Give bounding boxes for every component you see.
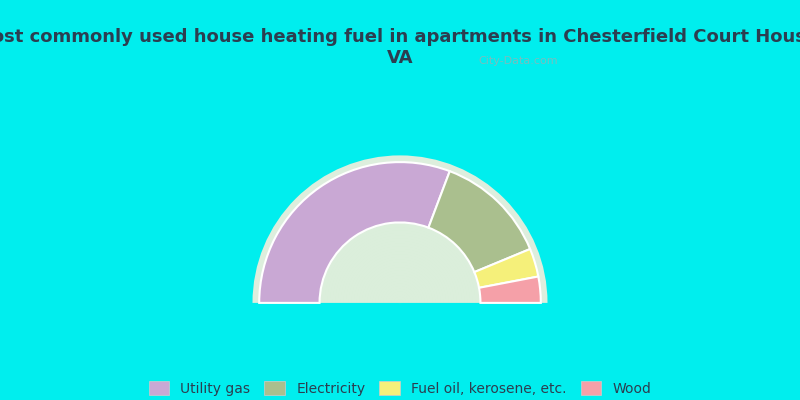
Legend: Utility gas, Electricity, Fuel oil, kerosene, etc., Wood: Utility gas, Electricity, Fuel oil, kero… — [143, 375, 657, 400]
Wedge shape — [259, 162, 450, 303]
Text: Most commonly used house heating fuel in apartments in Chesterfield Court House,: Most commonly used house heating fuel in… — [0, 28, 800, 67]
Wedge shape — [474, 249, 538, 288]
Wedge shape — [479, 276, 541, 303]
Wedge shape — [253, 155, 547, 303]
Text: City-Data.com: City-Data.com — [478, 56, 558, 66]
Wedge shape — [429, 171, 530, 272]
